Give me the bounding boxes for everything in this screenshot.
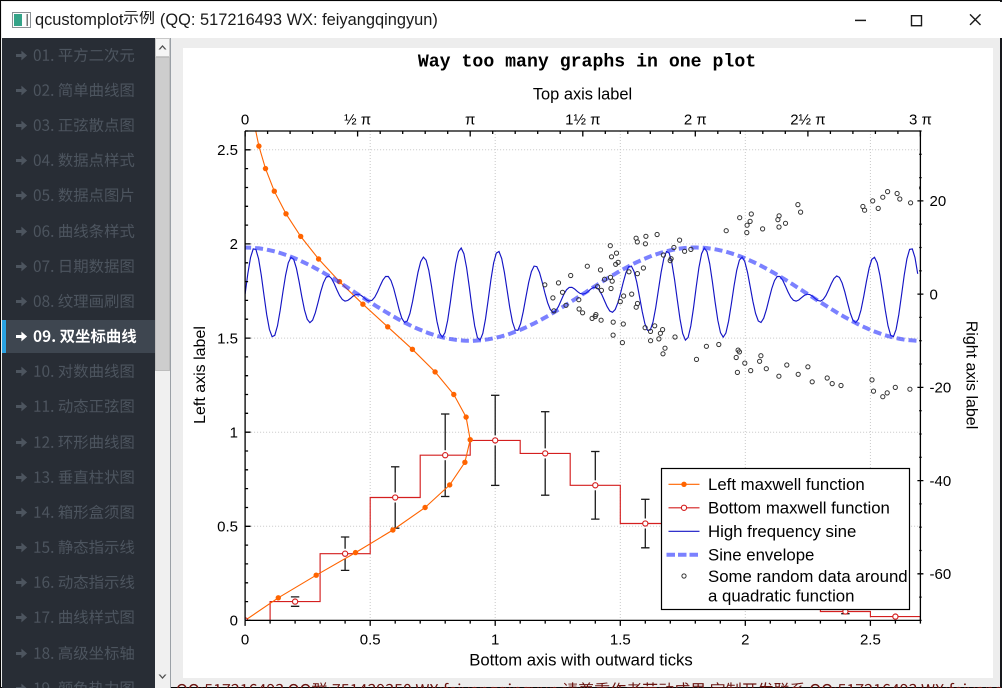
svg-text:1.5: 1.5 (217, 330, 238, 347)
svg-text:Sine envelope: Sine envelope (708, 546, 814, 565)
svg-text:Some random data around: Some random data around (708, 567, 908, 586)
svg-text:Left axis label: Left axis label (192, 326, 209, 424)
svg-text:1: 1 (230, 424, 238, 441)
svg-text:Way too many graphs in one plo: Way too many graphs in one plot (418, 52, 756, 72)
svg-text:High frequency sine: High frequency sine (708, 522, 856, 541)
svg-text:Bottom maxwell function: Bottom maxwell function (708, 499, 890, 518)
svg-text:20: 20 (930, 193, 947, 210)
svg-text:-60: -60 (930, 566, 952, 583)
svg-text:0: 0 (230, 613, 238, 630)
svg-text:-20: -20 (930, 380, 952, 397)
svg-text:0.5: 0.5 (360, 632, 381, 649)
svg-text:0.5: 0.5 (217, 519, 238, 536)
svg-text:½ π: ½ π (344, 111, 371, 128)
svg-text:Right axis label: Right axis label (963, 321, 980, 430)
svg-text:2.5: 2.5 (860, 632, 881, 649)
svg-text:2: 2 (741, 632, 749, 649)
svg-text:1.5: 1.5 (610, 632, 631, 649)
svg-text:a quadratic function: a quadratic function (708, 587, 854, 606)
svg-text:-40: -40 (930, 473, 952, 490)
svg-text:0: 0 (241, 111, 249, 128)
svg-text:2½ π: 2½ π (790, 111, 825, 128)
svg-text:π: π (465, 111, 475, 128)
svg-text:3 π: 3 π (909, 111, 932, 128)
svg-text:1½ π: 1½ π (565, 111, 600, 128)
svg-text:Left maxwell function: Left maxwell function (708, 475, 865, 494)
svg-text:2: 2 (230, 236, 238, 253)
svg-text:2.5: 2.5 (217, 142, 238, 159)
svg-text:1: 1 (491, 632, 499, 649)
svg-text:2 π: 2 π (684, 111, 707, 128)
svg-text:Top axis label: Top axis label (533, 85, 632, 103)
svg-text:0: 0 (930, 286, 938, 303)
svg-text:0: 0 (241, 632, 249, 649)
svg-text:Bottom axis with outward ticks: Bottom axis with outward ticks (469, 651, 693, 670)
